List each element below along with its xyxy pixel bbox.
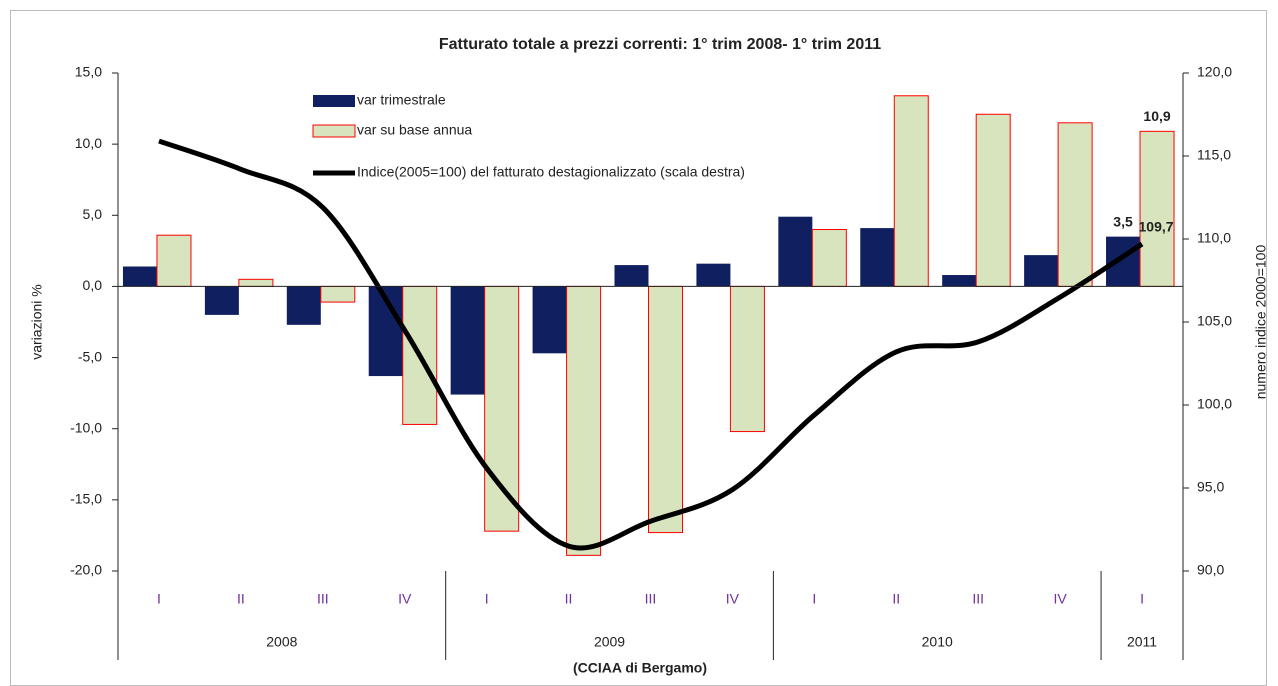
x-tick-label: IV [1053, 591, 1067, 607]
bar [729, 285, 765, 433]
y-tick-label: 5,0 [83, 206, 103, 222]
group-label: 2008 [266, 634, 297, 650]
bar [450, 286, 485, 395]
x-tick-label: I [485, 591, 489, 607]
bar [1057, 122, 1093, 287]
bar [204, 286, 239, 315]
bar [648, 285, 683, 534]
x-tick-label: I [157, 591, 161, 607]
y2-tick-label: 115,0 [1197, 147, 1231, 163]
group-label: 2009 [594, 634, 625, 650]
legend-label: Indice(2005=100) del fatturato destagion… [357, 164, 745, 180]
y2-tick-label: 120,0 [1197, 64, 1232, 80]
y-tick-label: -20,0 [70, 562, 102, 578]
x-axis-title: (CCIAA di Bergamo) [573, 660, 707, 676]
x-tick-label: I [1140, 591, 1144, 607]
y-tick-label: -10,0 [70, 419, 102, 435]
bar [156, 234, 192, 287]
bar [893, 95, 929, 287]
y2-tick-label: 95,0 [1197, 479, 1224, 495]
data-label: 109,7 [1139, 219, 1174, 235]
bar [122, 266, 157, 287]
bar [484, 285, 520, 532]
bar [811, 229, 847, 287]
bar [1024, 255, 1059, 287]
y2-tick-label: 105,0 [1197, 313, 1232, 329]
group-label: 2010 [922, 634, 953, 650]
y-tick-label: 0,0 [83, 277, 103, 293]
legend-swatch [313, 95, 355, 107]
x-tick-label: IV [398, 591, 412, 607]
chart-title: Fatturato totale a prezzi correnti: 1° t… [439, 36, 881, 53]
y2-tick-label: 110,0 [1197, 230, 1231, 246]
x-tick-label: III [645, 591, 657, 607]
x-tick-label: IV [726, 591, 740, 607]
bar [975, 113, 1011, 287]
y-tick-label: -15,0 [70, 491, 102, 507]
bar [566, 285, 602, 556]
bar [532, 286, 567, 354]
bar [320, 285, 356, 303]
x-tick-label: III [972, 591, 984, 607]
y2-tick-label: 90,0 [1197, 562, 1224, 578]
bar [1139, 130, 1175, 287]
bar [286, 286, 321, 325]
x-tick-label: II [892, 591, 900, 607]
data-label: 10,9 [1143, 108, 1170, 124]
x-tick-label: II [565, 591, 573, 607]
bar [778, 216, 813, 287]
x-tick-label: I [812, 591, 816, 607]
chart-frame [10, 10, 1267, 686]
x-tick-label: III [317, 591, 329, 607]
y-axis-title: variazioni % [29, 284, 45, 359]
bar [942, 275, 977, 287]
legend-label: var trimestrale [357, 92, 446, 108]
line [158, 138, 1144, 551]
y-tick-label: 10,0 [75, 135, 102, 151]
x-tick-label: II [237, 591, 245, 607]
bar [860, 228, 895, 287]
legend-label: var su base annua [357, 122, 472, 138]
bar [696, 263, 731, 287]
group-label: 2011 [1127, 634, 1157, 650]
legend-swatch [312, 124, 356, 138]
bar [614, 265, 649, 287]
y-tick-label: -5,0 [78, 348, 102, 364]
data-label: 3,5 [1113, 213, 1133, 229]
y2-tick-label: 100,0 [1197, 396, 1232, 412]
bar [238, 278, 274, 287]
y2-axis-title: numero indice 2000=100 [1253, 245, 1269, 400]
y-tick-label: 15,0 [75, 64, 102, 80]
